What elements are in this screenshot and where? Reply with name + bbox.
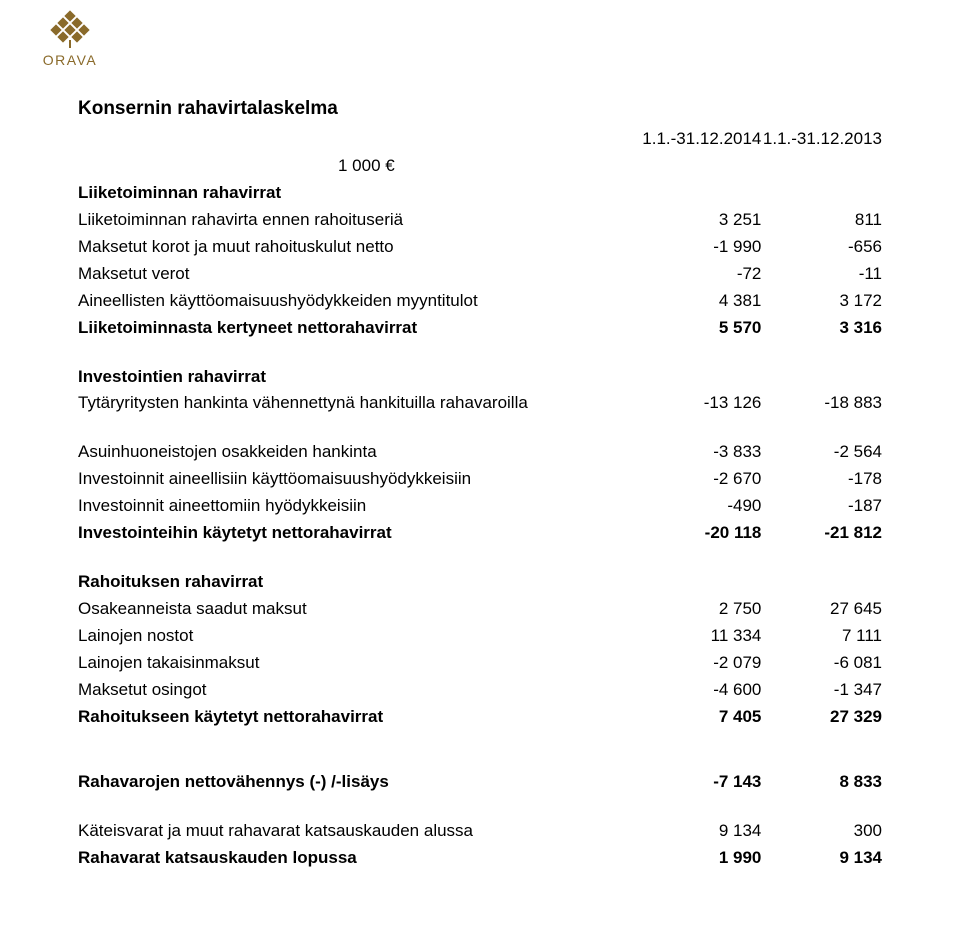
table-row: Investoinnit aineellisiin käyttöomaisuus… bbox=[78, 466, 641, 493]
table-cell: -2 079 bbox=[641, 650, 762, 677]
table-cell: -18 883 bbox=[761, 390, 882, 417]
table-row: Liiketoiminnan rahavirta ennen rahoituse… bbox=[78, 207, 641, 234]
table-row: Lainojen nostot bbox=[78, 623, 641, 650]
financing-total: Rahoitukseen käytetyt nettorahavirrat bbox=[78, 704, 641, 731]
table-cell: 3 316 bbox=[761, 315, 882, 342]
table-row: Osakeanneista saadut maksut bbox=[78, 596, 641, 623]
table-row: Maksetut korot ja muut rahoituskulut net… bbox=[78, 234, 641, 261]
table-cell: 3 172 bbox=[761, 288, 882, 315]
table-cell: -6 081 bbox=[761, 650, 882, 677]
table-cell: -20 118 bbox=[641, 520, 762, 547]
operating-total: Liiketoiminnasta kertyneet nettorahavirr… bbox=[78, 315, 641, 342]
page-title: Konsernin rahavirtalaskelma bbox=[78, 98, 882, 120]
table-cell: -178 bbox=[761, 466, 882, 493]
table-cell: 27 645 bbox=[761, 596, 882, 623]
table-row: Lainojen takaisinmaksut bbox=[78, 650, 641, 677]
table-row: Asuinhuoneistojen osakkeiden hankinta bbox=[78, 439, 641, 466]
table-cell: 9 134 bbox=[761, 845, 882, 872]
table-cell: -2 564 bbox=[761, 439, 882, 466]
cash-end: Rahavarat katsauskauden lopussa bbox=[78, 845, 641, 872]
table-cell: 1 990 bbox=[641, 845, 762, 872]
table-cell: -21 812 bbox=[761, 520, 882, 547]
table-cell: -72 bbox=[641, 261, 762, 288]
table-cell: 3 251 bbox=[641, 207, 762, 234]
table-cell: -1 347 bbox=[761, 677, 882, 704]
table-cell: 4 381 bbox=[641, 288, 762, 315]
period-1: 1.1.-31.12.2014 bbox=[641, 126, 762, 153]
table-row: Investoinnit aineettomiin hyödykkeisiin bbox=[78, 493, 641, 520]
logo-text: ORAVA bbox=[30, 52, 110, 68]
table-row: Aineellisten käyttöomaisuushyödykkeiden … bbox=[78, 288, 641, 315]
unit-label: 1 000 € bbox=[78, 156, 395, 175]
table-cell: -13 126 bbox=[641, 390, 762, 417]
table-cell: -7 143 bbox=[641, 769, 762, 796]
investing-heading: Investointien rahavirrat bbox=[78, 364, 641, 391]
cashflow-table: 1.1.-31.12.2014 1.1.-31.12.2013 1 000 € … bbox=[78, 126, 882, 872]
table-row: Maksetut verot bbox=[78, 261, 641, 288]
operating-heading: Liiketoiminnan rahavirrat bbox=[78, 180, 641, 207]
brand-logo: ORAVA bbox=[30, 10, 110, 68]
table-cell: 9 134 bbox=[641, 818, 762, 845]
net-change: Rahavarojen nettovähennys (-) /-lisäys bbox=[78, 769, 641, 796]
table-cell: 7 111 bbox=[761, 623, 882, 650]
table-row: Tytäryritysten hankinta vähennettynä han… bbox=[78, 390, 641, 417]
table-cell: 2 750 bbox=[641, 596, 762, 623]
table-cell: 811 bbox=[761, 207, 882, 234]
financing-heading: Rahoituksen rahavirrat bbox=[78, 569, 641, 596]
table-cell: 300 bbox=[761, 818, 882, 845]
table-cell: 5 570 bbox=[641, 315, 762, 342]
table-cell: -187 bbox=[761, 493, 882, 520]
table-cell: 7 405 bbox=[641, 704, 762, 731]
period-2: 1.1.-31.12.2013 bbox=[761, 126, 882, 153]
table-cell: -3 833 bbox=[641, 439, 762, 466]
table-cell: 11 334 bbox=[641, 623, 762, 650]
cash-begin: Käteisvarat ja muut rahavarat katsauskau… bbox=[78, 818, 641, 845]
logo-mark bbox=[50, 10, 90, 50]
investing-total: Investointeihin käytetyt nettorahavirrat bbox=[78, 520, 641, 547]
table-row: Maksetut osingot bbox=[78, 677, 641, 704]
table-cell: -490 bbox=[641, 493, 762, 520]
table-cell: 8 833 bbox=[761, 769, 882, 796]
table-cell: -4 600 bbox=[641, 677, 762, 704]
table-cell: 27 329 bbox=[761, 704, 882, 731]
table-cell: -656 bbox=[761, 234, 882, 261]
table-cell: -2 670 bbox=[641, 466, 762, 493]
table-cell: -1 990 bbox=[641, 234, 762, 261]
table-cell: -11 bbox=[761, 261, 882, 288]
